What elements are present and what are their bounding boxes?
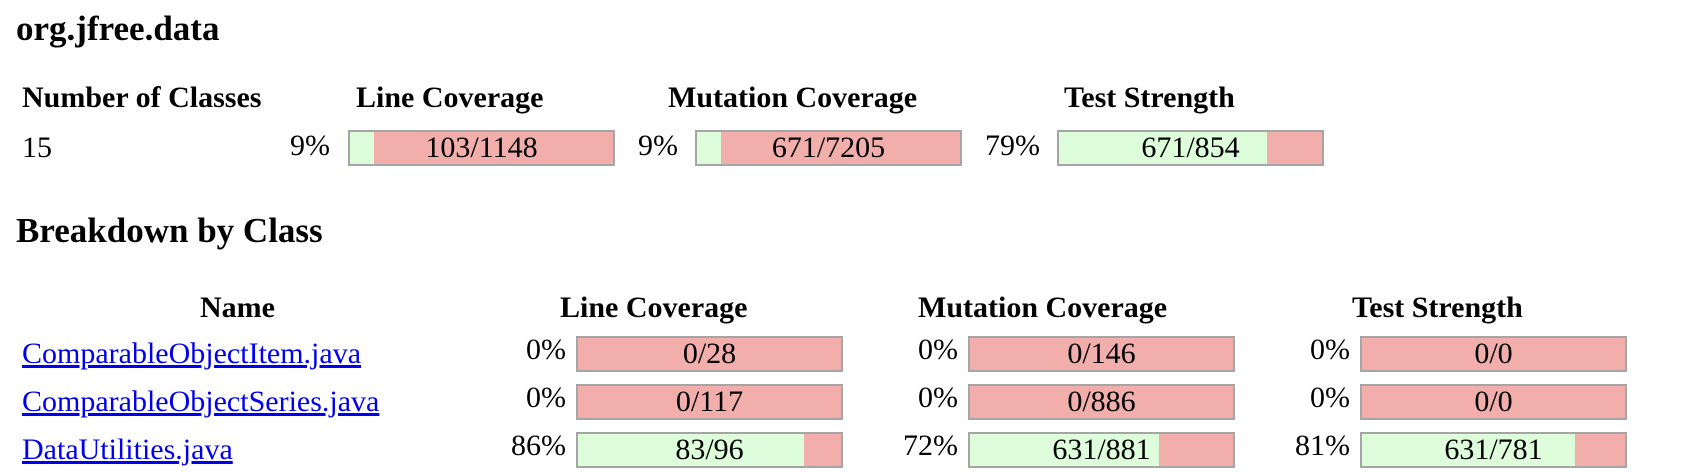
mutation-coverage-bar: 0/146: [968, 336, 1235, 372]
test-strength-percent: 81%: [1295, 429, 1350, 462]
test-strength-percent: 0%: [1310, 381, 1350, 414]
line-coverage-count: 0/117: [675, 385, 744, 418]
summary-line-bar: 103/1148: [348, 130, 615, 166]
summary-line-percent: 9%: [290, 129, 330, 162]
line-coverage-bar: 0/28: [576, 336, 843, 372]
class-link-datautilities[interactable]: DataUtilities.java: [22, 433, 233, 466]
summary-header-mutation: Mutation Coverage: [668, 81, 918, 114]
summary-header-line: Line Coverage: [356, 81, 544, 114]
summary-header-strength: Test Strength: [1064, 81, 1235, 114]
summary-classes-count: 15: [22, 131, 52, 164]
line-coverage-count: 0/28: [682, 337, 737, 370]
mutation-coverage-percent: 0%: [918, 381, 958, 414]
package-title: org.jfree.data: [16, 9, 220, 48]
summary-strength-count: 671/854: [1141, 131, 1240, 164]
coverage-fill: [1059, 132, 1267, 164]
test-strength-count: 0/0: [1474, 337, 1513, 370]
mutation-coverage-percent: 72%: [903, 429, 958, 462]
line-coverage-bar: 83/96: [576, 432, 843, 468]
breakdown-title: Breakdown by Class: [16, 211, 323, 250]
summary-header-classes: Number of Classes: [22, 81, 262, 114]
mutation-coverage-count: 631/881: [1052, 433, 1151, 466]
coverage-fill: [697, 132, 721, 164]
breakdown-header-strength: Test Strength: [1352, 291, 1523, 324]
coverage-fill: [1362, 434, 1576, 466]
line-coverage-percent: 0%: [526, 381, 566, 414]
line-coverage-count: 83/96: [675, 433, 744, 466]
mutation-coverage-percent: 0%: [918, 333, 958, 366]
class-link-comparableobjectseries[interactable]: ComparableObjectSeries.java: [22, 385, 380, 418]
coverage-fill: [350, 132, 374, 164]
breakdown-header-name: Name: [200, 291, 275, 324]
summary-mutation-bar: 671/7205: [695, 130, 962, 166]
summary-strength-percent: 79%: [985, 129, 1040, 162]
coverage-fill: [578, 434, 805, 466]
test-strength-count: 631/781: [1444, 433, 1543, 466]
line-coverage-bar: 0/117: [576, 384, 843, 420]
line-coverage-percent: 86%: [511, 429, 566, 462]
mutation-coverage-count: 0/146: [1067, 337, 1136, 370]
mutation-coverage-bar: 631/881: [968, 432, 1235, 468]
test-strength-percent: 0%: [1310, 333, 1350, 366]
line-coverage-percent: 0%: [526, 333, 566, 366]
test-strength-bar: 631/781: [1360, 432, 1627, 468]
coverage-fill: [970, 434, 1160, 466]
mutation-coverage-bar: 0/886: [968, 384, 1235, 420]
breakdown-header-mutation: Mutation Coverage: [918, 291, 1168, 324]
class-link-comparableobjectitem[interactable]: ComparableObjectItem.java: [22, 337, 362, 370]
breakdown-header-line: Line Coverage: [560, 291, 748, 324]
test-strength-bar: 0/0: [1360, 336, 1627, 372]
mutation-coverage-count: 0/886: [1067, 385, 1136, 418]
summary-mutation-percent: 9%: [638, 129, 678, 162]
summary-line-count: 103/1148: [425, 131, 538, 164]
summary-mutation-count: 671/7205: [771, 131, 886, 164]
test-strength-bar: 0/0: [1360, 384, 1627, 420]
summary-strength-bar: 671/854: [1057, 130, 1324, 166]
test-strength-count: 0/0: [1474, 385, 1513, 418]
